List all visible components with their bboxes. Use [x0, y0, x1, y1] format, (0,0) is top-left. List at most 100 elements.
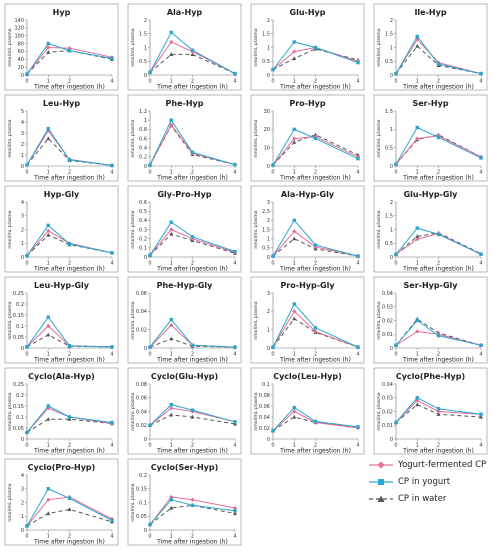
x-tick-label: 0 — [25, 261, 28, 267]
x-tick-label: 0 — [148, 352, 151, 358]
y-tick-label: 0 — [267, 164, 270, 170]
x-tick-label: 2 — [68, 443, 71, 449]
x-tick-label: 0 — [394, 261, 397, 267]
x-tick-label: 2 — [191, 79, 194, 85]
y-tick-label: 60 — [18, 49, 24, 55]
series-line — [26, 418, 113, 433]
y-tick-label: 10 — [264, 145, 270, 151]
x-tick-label: 2 — [191, 352, 194, 358]
legend-item: CP in yogurt — [368, 473, 490, 490]
y-axis-label: nmol/mL plasma — [253, 119, 259, 157]
y-axis-label: nmol/mL plasma — [376, 28, 382, 66]
data-point — [356, 254, 360, 258]
chart-panel: Cyclo(Pro-Hyp) 0 1 2 3 4 0 1 2 4 Time after ingest… — [4, 458, 119, 546]
data-point — [271, 67, 275, 72]
data-point — [292, 136, 297, 141]
x-tick-label: 0 — [148, 79, 151, 85]
series-line — [26, 316, 113, 348]
data-point — [148, 253, 152, 257]
y-tick-label: 0.04 — [259, 415, 270, 421]
y-tick-label: 0 — [21, 528, 24, 534]
x-tick-label: 1 — [293, 170, 296, 176]
x-axis-label: Time after ingestion (h) — [402, 84, 474, 91]
panel-frame — [373, 276, 488, 364]
data-point — [46, 497, 51, 502]
x-axis-label: Time after ingestion (h) — [33, 175, 105, 182]
panel-frame — [373, 185, 488, 273]
y-tick-label: 1 — [267, 327, 270, 333]
y-tick-label: 0.4 — [139, 145, 147, 151]
series-line — [26, 224, 113, 256]
panel-frame — [373, 94, 488, 182]
y-axis-label: nmol/mL plasma — [253, 28, 259, 66]
series-line — [272, 230, 359, 257]
panel-frame — [4, 276, 119, 364]
y-tick-label: 0.5 — [139, 59, 147, 65]
chart-title: Phe-Hyp — [166, 99, 204, 108]
series-line — [26, 43, 113, 75]
series-line — [149, 233, 236, 256]
x-tick-label: 0 — [148, 261, 151, 267]
data-point — [233, 71, 237, 76]
y-tick-label: 5 — [21, 109, 24, 115]
x-tick-label: 4 — [356, 170, 359, 176]
x-tick-label: 0 — [148, 534, 151, 540]
y-tick-label: 0.05 — [13, 335, 24, 341]
data-point — [394, 71, 398, 76]
data-point — [169, 220, 173, 224]
y-tick-label: 1 — [21, 153, 24, 159]
x-tick-label: 1 — [416, 170, 419, 176]
series-line — [272, 303, 359, 348]
data-point — [169, 412, 174, 417]
data-point — [169, 52, 174, 56]
y-tick-label: 0.04 — [382, 382, 393, 388]
data-point — [67, 344, 72, 348]
data-point — [233, 509, 237, 513]
data-point — [148, 70, 152, 74]
data-point — [148, 345, 152, 349]
data-point — [46, 404, 50, 408]
y-axis-label: nmol/mL plasma — [7, 483, 13, 521]
series-line — [272, 219, 359, 257]
y-axis-label: nmol/mL plasma — [7, 210, 13, 248]
x-tick-label: 4 — [233, 261, 236, 267]
y-tick-label: 0 — [21, 437, 24, 443]
data-point — [292, 236, 297, 241]
y-tick-label: 0.5 — [262, 59, 270, 65]
chart-title: Hyp — [53, 8, 71, 17]
x-tick-label: 2 — [68, 79, 71, 85]
chart-panel: Cyclo(Ala-Hyp) 0 0.05 0.1 0.15 0.2 0.25 0 1 2 4 Tim… — [4, 367, 119, 455]
data-point — [415, 396, 419, 400]
x-tick-label: 2 — [314, 261, 317, 267]
x-tick-label: 4 — [110, 79, 113, 85]
y-tick-label: 0 — [390, 73, 393, 79]
legend-label: Yogurt-fermented CP — [398, 459, 487, 470]
chart-title: Cyclo(Pro-Hyp) — [28, 463, 96, 472]
data-point — [356, 345, 360, 349]
chart-panel: Ser-Hyp 0 0.5 1 1.5 0 1 2 4 Time after ingestion … — [373, 94, 488, 182]
x-tick-label: 2 — [314, 443, 317, 449]
chart-panel: Ala-Hyp 0 0.5 1 1.5 2 0 1 2 4 Time after ingestion… — [127, 3, 242, 91]
x-tick-label: 4 — [110, 443, 113, 449]
y-tick-label: 0.2 — [16, 302, 24, 308]
x-tick-label: 1 — [47, 170, 50, 176]
x-tick-label: 1 — [416, 443, 419, 449]
legend-marker-cp-in-water — [369, 495, 393, 502]
x-tick-label: 1 — [170, 443, 173, 449]
y-tick-label: 2.5 — [262, 209, 270, 215]
x-tick-label: 0 — [271, 261, 274, 267]
data-point — [25, 253, 29, 258]
y-tick-label: 0.06 — [259, 404, 270, 410]
data-point — [436, 62, 441, 66]
y-axis-label: nmol/mL plasma — [376, 119, 382, 157]
data-point — [169, 39, 174, 45]
data-point — [313, 45, 318, 50]
data-point — [436, 409, 441, 414]
data-point — [67, 496, 72, 501]
y-tick-label: 0.01 — [382, 332, 393, 338]
data-point — [67, 507, 72, 511]
series-line — [26, 234, 113, 256]
x-tick-label: 2 — [68, 352, 71, 358]
x-tick-label: 2 — [314, 352, 317, 358]
data-point — [148, 163, 152, 167]
